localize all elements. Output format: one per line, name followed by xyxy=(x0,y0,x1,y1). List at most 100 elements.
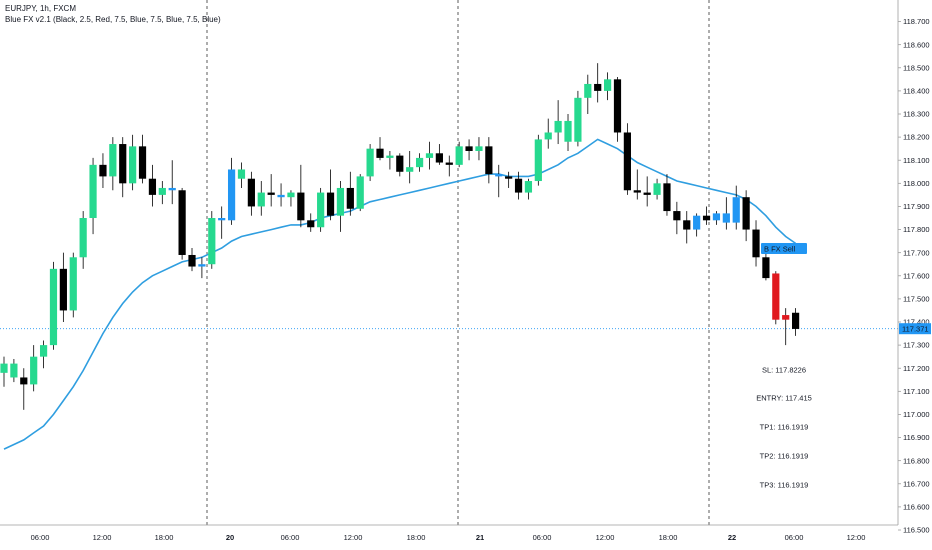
stop-loss-label: SL: 117.8226 xyxy=(762,366,806,375)
candle-body xyxy=(772,273,780,320)
price-tick-label: 118.100 xyxy=(903,156,930,165)
candle-body xyxy=(782,315,790,320)
price-tick-label: 118.700 xyxy=(903,17,930,26)
candle-body xyxy=(594,83,602,91)
candle-body xyxy=(495,174,503,177)
candle-body xyxy=(376,148,384,158)
candle-body xyxy=(0,363,8,373)
candle-body xyxy=(317,192,325,228)
price-tick-label: 117.000 xyxy=(903,410,930,419)
candle-body xyxy=(435,153,443,163)
candle-body xyxy=(554,120,562,133)
price-tick-label: 116.600 xyxy=(903,502,930,511)
candle-body xyxy=(732,197,740,223)
price-tick-label: 117.200 xyxy=(903,364,930,373)
candle-body xyxy=(237,169,246,179)
candle-body xyxy=(584,83,592,98)
candle-body xyxy=(326,192,335,216)
time-tick-label: 12:00 xyxy=(93,533,112,542)
candle-body xyxy=(366,148,374,177)
time-tick-label: 12:00 xyxy=(596,533,615,542)
time-tick-label: 18:00 xyxy=(407,533,426,542)
candle-body xyxy=(613,79,622,133)
moving-average-line xyxy=(3,138,797,450)
take-profit-2-label: TP2: 116.1919 xyxy=(760,452,809,461)
candle-body xyxy=(267,192,275,195)
candle-body xyxy=(20,377,28,385)
candle-body xyxy=(49,268,58,346)
candle-body xyxy=(514,178,523,193)
time-tick-label: 18:00 xyxy=(155,533,174,542)
candle-body xyxy=(792,312,800,329)
candle-body xyxy=(346,187,354,209)
candle-body xyxy=(208,218,216,265)
price-tick-label: 118.300 xyxy=(903,110,930,119)
candle-body xyxy=(712,213,721,221)
candle-body xyxy=(30,356,38,385)
candle-body xyxy=(633,190,641,193)
price-tick-label: 118.500 xyxy=(903,63,930,72)
candle-body xyxy=(455,146,463,165)
price-tick-label: 117.600 xyxy=(903,271,930,280)
time-axis[interactable]: 06:00 12:00 18:00 20 06:00 12:00 18:00 21 06:00 1… xyxy=(31,533,866,542)
price-tick-label: 118.600 xyxy=(903,40,930,49)
current-price-tag: 117.371 xyxy=(899,323,931,335)
price-tick-label: 117.300 xyxy=(903,341,930,350)
candle-body xyxy=(445,162,453,165)
price-tick-label: 117.100 xyxy=(903,387,930,396)
candle-body xyxy=(59,268,67,311)
candle-body xyxy=(683,220,691,230)
candle-body xyxy=(148,178,157,195)
symbol-title: EURJPY, 1h, FXCM xyxy=(5,4,76,13)
take-profit-1-label: TP1: 116.1919 xyxy=(760,423,809,432)
time-tick-label: 06:00 xyxy=(31,533,50,542)
day-separators xyxy=(206,0,710,525)
candle-body xyxy=(693,215,701,230)
price-axis[interactable]: 118.700 118.600 118.500 118.400 118.300 118.2… xyxy=(898,17,930,535)
take-profit-3-label: TP3: 116.1919 xyxy=(760,481,809,490)
candle-body xyxy=(119,144,127,184)
candle-body xyxy=(129,146,137,184)
candle-body xyxy=(89,164,97,218)
signal-label-text: B FX Sell xyxy=(764,245,796,254)
candle-body xyxy=(10,363,18,378)
price-tick-label: 117.800 xyxy=(903,225,930,234)
time-tick-label: 22 xyxy=(728,533,736,542)
candle-body xyxy=(39,345,48,357)
candle-body xyxy=(386,155,394,158)
candle-body xyxy=(247,178,255,207)
candle-body xyxy=(415,157,424,168)
candle-body xyxy=(287,192,295,198)
candle-body xyxy=(485,146,493,175)
candle-body xyxy=(505,176,513,179)
candle-body xyxy=(109,144,117,177)
candle-body xyxy=(178,190,186,255)
signal-label-box: B FX Sell xyxy=(761,243,807,254)
time-tick-label: 18:00 xyxy=(659,533,678,542)
time-tick-label: 20 xyxy=(226,533,234,542)
candle-body xyxy=(524,181,533,193)
candle-body xyxy=(534,139,542,182)
candle-body xyxy=(475,146,483,151)
candle-body xyxy=(564,120,572,142)
candle-body xyxy=(673,211,681,221)
price-tick-label: 117.500 xyxy=(903,294,930,303)
candle-body xyxy=(425,153,434,158)
price-tick-label: 117.900 xyxy=(903,202,930,211)
candle-body xyxy=(356,176,364,209)
time-tick-label: 12:00 xyxy=(344,533,363,542)
time-tick-label: 06:00 xyxy=(533,533,552,542)
candle-body xyxy=(168,187,176,191)
time-tick-label: 12:00 xyxy=(847,533,866,542)
candle-body xyxy=(158,187,166,195)
price-tick-label: 116.500 xyxy=(903,526,930,535)
candle-body xyxy=(336,187,345,216)
candle-body xyxy=(752,229,760,258)
time-tick-label: 06:00 xyxy=(281,533,300,542)
candle-body xyxy=(307,220,315,228)
trade-levels: SL: 117.8226 ENTRY: 117.415 TP1: 116.191… xyxy=(756,366,812,490)
price-tick-label: 116.700 xyxy=(903,479,930,488)
price-tick-label: 118.200 xyxy=(903,133,930,142)
indicator-legend[interactable]: Blue FX v2.1 (Black, 2.5, Red, 7.5, Blue… xyxy=(5,15,221,24)
